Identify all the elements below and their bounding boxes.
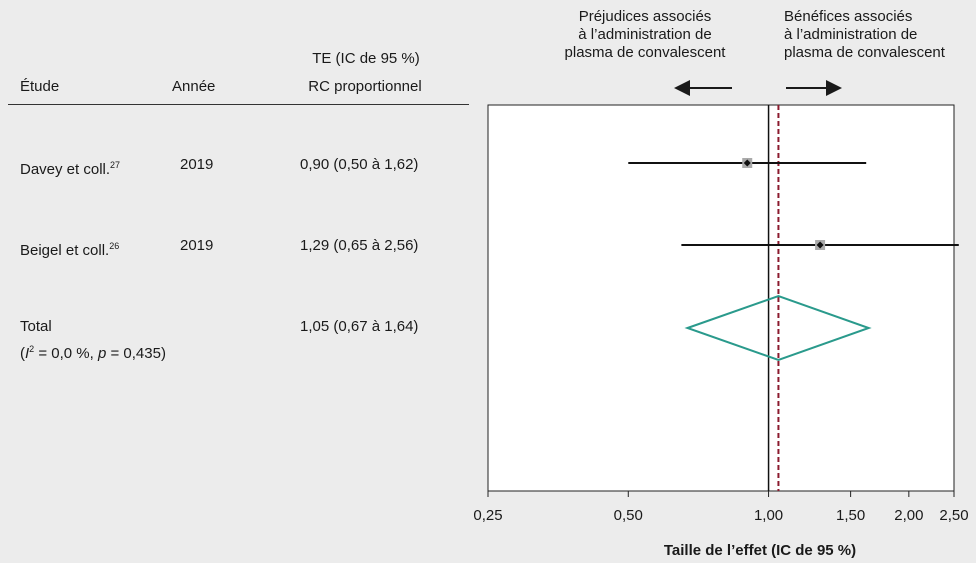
- benefit-line-3: plasma de convalescent: [784, 44, 945, 61]
- benefit-line-2: à l’administration de: [784, 26, 918, 43]
- column-header-effect-line1: TE (IC de 95 %): [312, 50, 420, 67]
- study-year-davey: 2019: [180, 156, 214, 173]
- reference-number: 27: [110, 160, 121, 170]
- p-symbol: p: [97, 345, 107, 362]
- header-divider: [8, 104, 469, 105]
- study-name-davey: Davey et coll.27: [20, 156, 120, 179]
- benefit-direction-label: Bénéfices associés à l’administration de…: [784, 8, 945, 62]
- point-estimate-marker: [743, 159, 751, 167]
- total-label: Total: [20, 318, 52, 335]
- column-header-effect-line2: RC proportionnel: [308, 78, 422, 95]
- benefit-line-1: Bénéfices associés: [784, 8, 913, 25]
- plot-area: [487, 104, 955, 492]
- column-header-year: Année: [172, 78, 216, 95]
- harm-line-3: plasma de convalescent: [564, 44, 726, 61]
- i-squared-value: = 0,0 %,: [34, 345, 98, 362]
- study-name-beigel: Beigel et coll.26: [20, 237, 119, 260]
- heterogeneity-stats: (I2 = 0,0 %, p = 0,435): [20, 340, 166, 363]
- harm-direction-label: Préjudices associés à l’administration d…: [540, 8, 750, 62]
- x-axis-tick-label: 0,50: [614, 507, 643, 524]
- harm-line-1: Préjudices associés: [578, 8, 712, 25]
- x-axis-tick-label: 2,00: [894, 507, 923, 524]
- paren-open: (: [20, 345, 25, 362]
- i-squared-symbol: I: [25, 345, 30, 362]
- reference-number: 26: [109, 241, 120, 251]
- p-value: = 0,435): [106, 345, 166, 362]
- x-axis-tick-label: 1,00: [754, 507, 783, 524]
- i-squared-superscript: 2: [29, 344, 35, 354]
- study-label: Beigel et coll.: [20, 242, 110, 259]
- x-axis-title: Taille de l’effet (IC de 95 %): [664, 542, 856, 559]
- study-label: Davey et coll.: [20, 161, 111, 178]
- total-effect: 1,05 (0,67 à 1,64): [300, 318, 419, 335]
- x-axis-tick-label: 2,50: [939, 507, 968, 524]
- x-axis-tick-label: 0,25: [473, 507, 502, 524]
- harm-line-2: à l’administration de: [578, 26, 712, 43]
- x-axis-tick-label: 1,50: [836, 507, 865, 524]
- column-header-study: Étude: [20, 78, 60, 95]
- study-year-beigel: 2019: [180, 237, 214, 254]
- study-effect-beigel: 1,29 (0,65 à 2,56): [300, 237, 419, 254]
- study-effect-davey: 0,90 (0,50 à 1,62): [300, 156, 419, 173]
- pooled-diamond: [684, 294, 872, 362]
- point-estimate-marker: [816, 241, 824, 249]
